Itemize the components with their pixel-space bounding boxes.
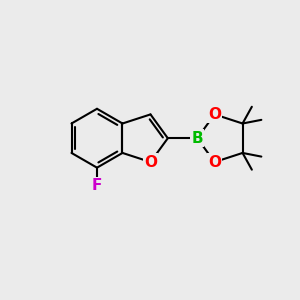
Text: B: B	[191, 131, 203, 146]
Text: F: F	[92, 178, 102, 193]
Text: O: O	[144, 154, 157, 169]
Text: O: O	[208, 107, 221, 122]
Text: O: O	[208, 154, 221, 169]
